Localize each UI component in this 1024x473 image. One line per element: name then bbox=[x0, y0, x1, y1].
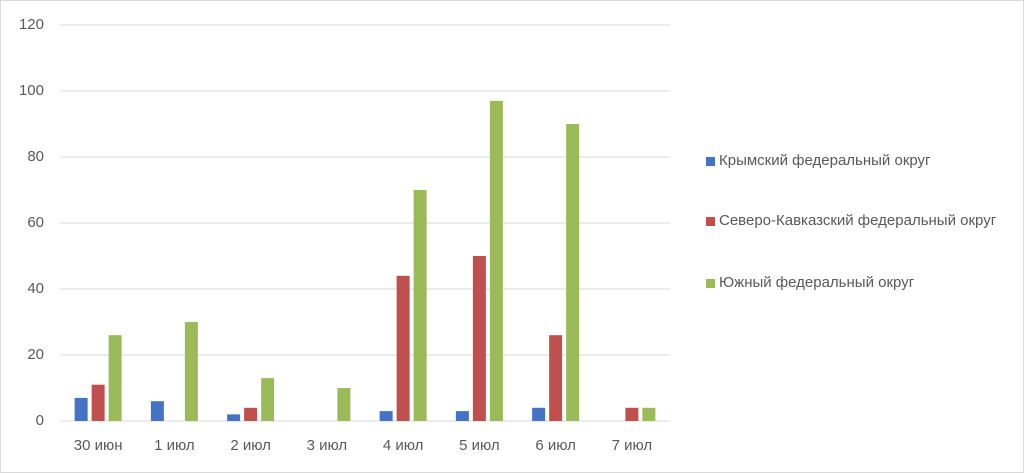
bar bbox=[184, 322, 198, 421]
y-tick-label: 120 bbox=[19, 16, 44, 33]
legend-label: Северо-Кавказский федеральный округ bbox=[719, 212, 997, 229]
bar bbox=[472, 256, 486, 421]
legend-label: Южный федеральный округ bbox=[719, 274, 915, 291]
bar bbox=[261, 378, 275, 421]
bar bbox=[227, 414, 241, 421]
legend-swatch bbox=[706, 279, 715, 288]
x-tick-label: 2 июл bbox=[230, 437, 271, 454]
bar bbox=[337, 388, 351, 421]
y-tick-label: 100 bbox=[19, 82, 44, 99]
x-tick-label: 1 июл bbox=[154, 437, 195, 454]
x-tick-label: 30 июн bbox=[74, 437, 123, 454]
legend-swatch bbox=[706, 157, 715, 166]
x-tick-label: 6 июл bbox=[535, 437, 576, 454]
bar bbox=[642, 407, 656, 421]
y-tick-label: 40 bbox=[27, 280, 44, 297]
bar bbox=[532, 407, 546, 421]
bar bbox=[379, 411, 393, 421]
bar bbox=[91, 384, 105, 421]
bar bbox=[108, 335, 122, 421]
y-tick-label: 0 bbox=[36, 412, 44, 429]
bar bbox=[549, 335, 563, 421]
y-tick-label: 60 bbox=[27, 214, 44, 231]
x-tick-label: 4 июл bbox=[383, 437, 424, 454]
y-tick-label: 20 bbox=[27, 346, 44, 363]
legend-entry: Северо-Кавказский федеральный округ bbox=[706, 210, 1009, 232]
y-tick-label: 80 bbox=[27, 148, 44, 165]
bar bbox=[566, 124, 580, 421]
legend-swatch bbox=[706, 217, 715, 226]
bar bbox=[244, 407, 258, 421]
legend-entry: Южный федеральный округ bbox=[706, 272, 1009, 294]
bar bbox=[489, 100, 503, 422]
bar bbox=[396, 275, 410, 421]
x-tick-label: 5 июл bbox=[459, 437, 500, 454]
bar bbox=[625, 407, 639, 421]
bar bbox=[74, 397, 88, 421]
bar bbox=[150, 401, 164, 421]
x-tick-label: 7 июл bbox=[612, 437, 653, 454]
legend-label: Крымский федеральный округ bbox=[719, 152, 931, 169]
bar bbox=[413, 190, 427, 421]
legend-entry: Крымский федеральный округ bbox=[706, 150, 1009, 172]
bar bbox=[455, 411, 469, 421]
x-tick-label: 3 июл bbox=[307, 437, 348, 454]
